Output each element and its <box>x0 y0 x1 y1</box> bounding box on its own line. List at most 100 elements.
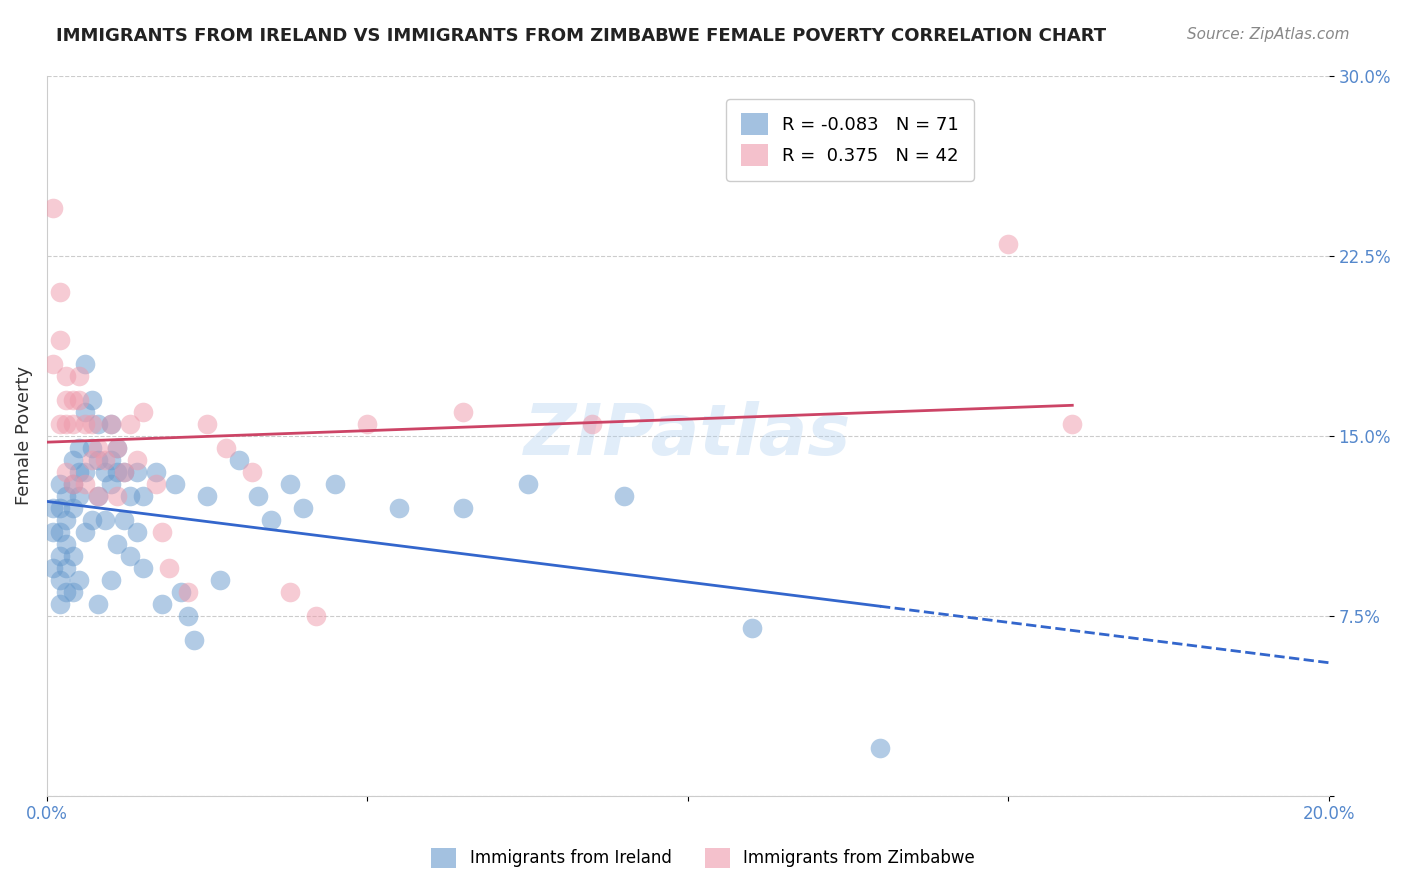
Point <box>67 441 90 455</box>
Point <box>80 441 103 455</box>
Point <box>55 465 77 479</box>
Point <box>42 560 65 574</box>
Point <box>100 573 122 587</box>
Point <box>75 357 97 371</box>
Point <box>170 584 193 599</box>
Point <box>177 584 200 599</box>
Point <box>100 417 122 431</box>
Point <box>453 404 475 418</box>
Point <box>62 549 84 563</box>
Point <box>157 560 180 574</box>
Point <box>48 573 70 587</box>
Text: IMMIGRANTS FROM IRELAND VS IMMIGRANTS FROM ZIMBABWE FEMALE POVERTY CORRELATION C: IMMIGRANTS FROM IRELAND VS IMMIGRANTS FR… <box>56 27 1107 45</box>
Point <box>93 465 115 479</box>
Point <box>62 392 84 407</box>
Point <box>55 513 77 527</box>
Point <box>150 524 173 539</box>
Point <box>42 500 65 515</box>
Point <box>67 465 90 479</box>
Point <box>132 489 155 503</box>
Legend: R = -0.083   N = 71, R =  0.375   N = 42: R = -0.083 N = 71, R = 0.375 N = 42 <box>727 99 973 181</box>
Point <box>42 201 65 215</box>
Point <box>67 489 90 503</box>
Point <box>100 452 122 467</box>
Point <box>453 500 475 515</box>
Point <box>1062 417 1084 431</box>
Point <box>741 621 763 635</box>
Point <box>105 441 128 455</box>
Point <box>62 584 84 599</box>
Point <box>55 489 77 503</box>
Point <box>132 560 155 574</box>
Point <box>215 441 238 455</box>
Point <box>93 452 115 467</box>
Point <box>48 417 70 431</box>
Point <box>105 441 128 455</box>
Point <box>280 476 302 491</box>
Point <box>997 236 1019 251</box>
Point <box>62 452 84 467</box>
Point <box>100 417 122 431</box>
Point <box>87 417 110 431</box>
Point <box>145 465 167 479</box>
Point <box>42 357 65 371</box>
Point <box>48 476 70 491</box>
Point <box>280 584 302 599</box>
Point <box>195 417 218 431</box>
Point <box>177 608 200 623</box>
Point <box>48 285 70 299</box>
Point <box>613 489 636 503</box>
Point <box>48 549 70 563</box>
Point <box>62 476 84 491</box>
Point <box>145 476 167 491</box>
Point <box>105 465 128 479</box>
Text: ZIPatlas: ZIPatlas <box>524 401 852 470</box>
Point <box>183 632 205 647</box>
Point <box>356 417 378 431</box>
Point <box>80 417 103 431</box>
Y-axis label: Female Poverty: Female Poverty <box>15 366 32 505</box>
Point <box>55 368 77 383</box>
Point <box>75 524 97 539</box>
Point <box>581 417 603 431</box>
Point <box>516 476 538 491</box>
Point <box>247 489 270 503</box>
Point <box>80 452 103 467</box>
Point <box>260 513 283 527</box>
Point <box>165 476 187 491</box>
Point <box>48 597 70 611</box>
Point <box>48 524 70 539</box>
Point <box>87 441 110 455</box>
Point <box>55 417 77 431</box>
Point <box>240 465 263 479</box>
Legend: Immigrants from Ireland, Immigrants from Zimbabwe: Immigrants from Ireland, Immigrants from… <box>425 841 981 875</box>
Point <box>80 392 103 407</box>
Point <box>62 500 84 515</box>
Point <box>55 537 77 551</box>
Point <box>80 513 103 527</box>
Point <box>208 573 231 587</box>
Point <box>112 465 135 479</box>
Point <box>75 476 97 491</box>
Point <box>112 513 135 527</box>
Point <box>125 452 148 467</box>
Point <box>87 489 110 503</box>
Point <box>292 500 315 515</box>
Point <box>120 489 142 503</box>
Point <box>55 584 77 599</box>
Point <box>388 500 411 515</box>
Point <box>305 608 328 623</box>
Point <box>75 404 97 418</box>
Point <box>67 368 90 383</box>
Point <box>120 549 142 563</box>
Point <box>125 465 148 479</box>
Point <box>42 524 65 539</box>
Point <box>48 333 70 347</box>
Point <box>132 404 155 418</box>
Point <box>87 597 110 611</box>
Point <box>323 476 346 491</box>
Point <box>125 524 148 539</box>
Point <box>62 417 84 431</box>
Point <box>120 417 142 431</box>
Point <box>150 597 173 611</box>
